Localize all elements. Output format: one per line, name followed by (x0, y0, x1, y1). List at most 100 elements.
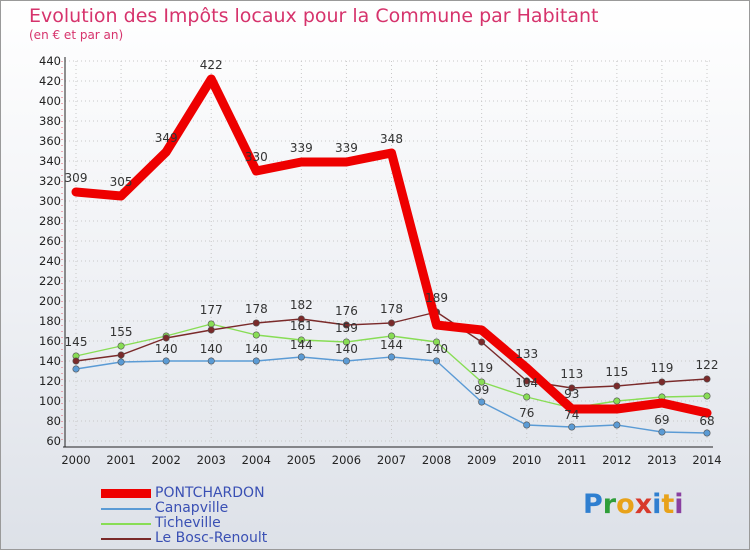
series-point (162, 334, 170, 342)
series-point (297, 353, 305, 361)
series-point (252, 331, 260, 339)
x-tick-label: 2009 (467, 453, 496, 467)
x-tick-label: 2014 (692, 453, 721, 467)
series-point (478, 338, 486, 346)
legend-label: Canapville (155, 500, 229, 516)
data-label: 155 (110, 325, 133, 339)
logo-letter: x (634, 489, 653, 520)
data-label: 119 (650, 361, 673, 375)
y-tick-label: 300 (39, 194, 61, 208)
logo-letter: t (661, 489, 675, 520)
data-labels: 309 305 349 422 330 339 339 348 133 140 140 140 144 1… (65, 58, 719, 428)
data-label: 178 (380, 302, 403, 316)
legend-label: PONTCHARDON (155, 485, 265, 501)
proxiti-logo: Proxiti (583, 489, 684, 520)
data-label: 140 (245, 342, 268, 356)
series-point (207, 357, 215, 365)
y-tick-label: 160 (39, 334, 61, 348)
x-tick-label: 2013 (647, 453, 676, 467)
series-point (523, 393, 531, 401)
data-label: 104 (515, 376, 538, 390)
grid (65, 60, 711, 442)
series-point (342, 338, 350, 346)
data-label: 74 (564, 408, 579, 422)
series-point (342, 357, 350, 365)
x-tick-label: 2005 (287, 453, 316, 467)
data-label: 113 (560, 367, 583, 381)
x-tick-label: 2011 (557, 453, 586, 467)
data-label: 330 (245, 150, 268, 164)
y-tick-label: 220 (39, 274, 61, 288)
series-point (117, 358, 125, 366)
data-label: 339 (335, 141, 358, 155)
y-tick-label: 340 (39, 154, 61, 168)
y-tick-label: 280 (39, 214, 61, 228)
x-tick-label: 2008 (422, 453, 451, 467)
series-point (658, 378, 666, 386)
series-point (117, 351, 125, 359)
series-point (568, 423, 576, 431)
legend-label: Le Bosc-Renoult (155, 530, 268, 546)
logo-letter: r (602, 489, 617, 520)
x-tick-label: 2001 (106, 453, 135, 467)
chart-title: Evolution des Impôts locaux pour la Comm… (29, 5, 599, 27)
series-point (703, 392, 711, 400)
y-tick-label: 440 (39, 54, 61, 68)
series-point (117, 342, 125, 350)
series-point (613, 397, 621, 405)
data-label: 140 (335, 342, 358, 356)
data-label: 145 (65, 335, 88, 349)
data-label: 176 (335, 304, 358, 318)
series-point (342, 321, 350, 329)
series-point (703, 375, 711, 383)
data-label: 69 (654, 413, 669, 427)
data-label: 189 (425, 291, 448, 305)
y-tick-label: 380 (39, 114, 61, 128)
data-label: 422 (200, 58, 223, 72)
series-point (387, 319, 395, 327)
series-point (658, 428, 666, 436)
x-tick-label: 2003 (197, 453, 226, 467)
x-tick-label: 2004 (242, 453, 271, 467)
y-tick-label: 400 (39, 94, 61, 108)
series-point (433, 357, 441, 365)
series-point (252, 319, 260, 327)
data-label: 140 (200, 342, 223, 356)
series-point (433, 338, 441, 346)
legend-swatch (101, 489, 151, 498)
series-point (297, 336, 305, 344)
legend-label: Ticheville (155, 515, 221, 531)
series-point (478, 378, 486, 386)
data-label: 68 (699, 414, 714, 428)
data-label: 144 (380, 338, 403, 352)
y-tick-label: 240 (39, 254, 61, 268)
series-point (162, 357, 170, 365)
data-label: 178 (245, 302, 268, 316)
series-point (613, 421, 621, 429)
series-line-0 (71, 74, 712, 418)
data-label: 140 (155, 342, 178, 356)
legend-swatch (101, 538, 151, 540)
data-label: 182 (290, 298, 313, 312)
y-tick-label: 140 (39, 354, 61, 368)
axes: 60 80 100 120 140 160 180 200 220 240 260 280 300 320… (39, 54, 722, 467)
series-point (72, 357, 80, 365)
y-tick-label: 260 (39, 234, 61, 248)
data-label: 309 (65, 171, 88, 185)
data-label: 305 (110, 175, 133, 189)
y-tick-label: 200 (39, 294, 61, 308)
x-tick-label: 2000 (61, 453, 90, 467)
y-tick-label: 100 (39, 394, 61, 408)
y-tick-label: 80 (46, 414, 61, 428)
data-label: 140 (425, 342, 448, 356)
y-tick-label: 120 (39, 374, 61, 388)
series-point (703, 429, 711, 437)
series-point (72, 365, 80, 373)
series-point (387, 332, 395, 340)
data-label: 122 (696, 358, 719, 372)
x-tick-label: 2006 (332, 453, 361, 467)
y-tick-label: 360 (39, 134, 61, 148)
series-point (297, 315, 305, 323)
